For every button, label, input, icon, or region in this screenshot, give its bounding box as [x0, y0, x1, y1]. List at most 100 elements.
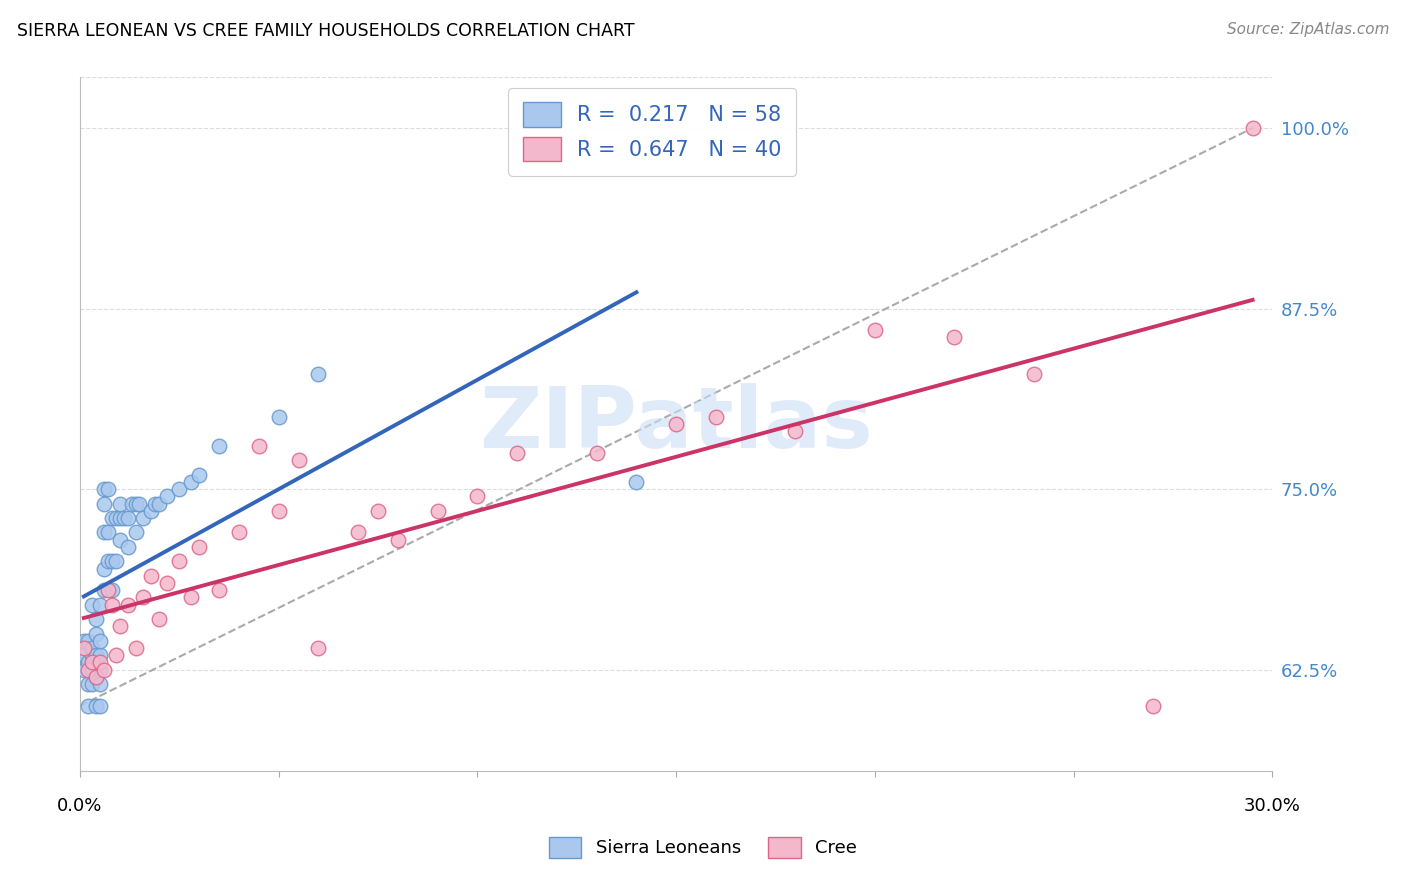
Point — [80, 640, 103, 655]
Text: Source: ZipAtlas.com: Source: ZipAtlas.com — [1226, 22, 1389, 37]
Point — [148, 497, 170, 511]
Legend: R =  0.217   N = 58, R =  0.647   N = 40: R = 0.217 N = 58, R = 0.647 N = 40 — [509, 87, 796, 176]
Point — [84, 612, 107, 626]
Point — [307, 640, 329, 655]
Point — [89, 656, 111, 670]
Point — [104, 511, 127, 525]
Point — [267, 504, 290, 518]
Point — [100, 554, 122, 568]
Point — [387, 533, 409, 547]
Point — [84, 670, 107, 684]
Point — [117, 598, 139, 612]
Point — [665, 417, 688, 431]
Point — [132, 591, 155, 605]
Point — [208, 583, 231, 598]
Point — [141, 569, 163, 583]
Point — [84, 698, 107, 713]
Point — [76, 677, 98, 691]
Point — [80, 598, 103, 612]
Point — [97, 525, 120, 540]
Point — [97, 583, 120, 598]
Point — [267, 409, 290, 424]
Point — [76, 698, 98, 713]
Point — [141, 504, 163, 518]
Point — [124, 525, 146, 540]
Point — [156, 576, 179, 591]
Point — [367, 504, 389, 518]
Point — [89, 698, 111, 713]
Point — [93, 583, 115, 598]
Point — [785, 425, 807, 439]
Point — [73, 663, 96, 677]
Point — [76, 656, 98, 670]
Point — [112, 511, 135, 525]
Point — [117, 511, 139, 525]
Point — [863, 323, 886, 337]
Point — [89, 633, 111, 648]
Point — [76, 633, 98, 648]
Point — [228, 525, 250, 540]
Point — [124, 640, 146, 655]
Point — [704, 409, 727, 424]
Point — [208, 439, 231, 453]
Point — [128, 497, 150, 511]
Text: SIERRA LEONEAN VS CREE FAMILY HOUSEHOLDS CORRELATION CHART: SIERRA LEONEAN VS CREE FAMILY HOUSEHOLDS… — [17, 22, 634, 40]
Point — [73, 648, 96, 663]
Point — [108, 511, 131, 525]
Point — [156, 489, 179, 503]
Point — [167, 482, 190, 496]
Point — [180, 591, 202, 605]
Point — [585, 446, 607, 460]
Point — [506, 446, 529, 460]
Point — [180, 475, 202, 489]
Point — [80, 663, 103, 677]
Point — [93, 497, 115, 511]
Point — [943, 330, 966, 344]
Point — [124, 497, 146, 511]
Point — [80, 648, 103, 663]
Point — [104, 648, 127, 663]
Point — [93, 525, 115, 540]
Point — [89, 663, 111, 677]
Point — [89, 598, 111, 612]
Point — [188, 540, 211, 554]
Point — [145, 497, 167, 511]
Point — [80, 656, 103, 670]
Point — [80, 677, 103, 691]
Point — [132, 511, 155, 525]
Point — [93, 561, 115, 575]
Point — [247, 439, 270, 453]
Point — [84, 670, 107, 684]
Point — [287, 453, 309, 467]
Legend: Sierra Leoneans, Cree: Sierra Leoneans, Cree — [540, 828, 866, 867]
Point — [188, 467, 211, 482]
Point — [167, 554, 190, 568]
Point — [426, 504, 449, 518]
Point — [1142, 698, 1164, 713]
Point — [97, 482, 120, 496]
Point — [467, 489, 489, 503]
Point — [97, 554, 120, 568]
Text: ZIPatlas: ZIPatlas — [479, 383, 873, 466]
Point — [117, 540, 139, 554]
Point — [73, 633, 96, 648]
Point — [100, 598, 122, 612]
Point — [307, 367, 329, 381]
Text: 0.0%: 0.0% — [58, 797, 103, 814]
Point — [1241, 120, 1264, 135]
Point — [93, 663, 115, 677]
Point — [100, 583, 122, 598]
Point — [76, 663, 98, 677]
Point — [104, 554, 127, 568]
Text: 30.0%: 30.0% — [1244, 797, 1301, 814]
Point — [84, 648, 107, 663]
Point — [108, 497, 131, 511]
Point — [89, 648, 111, 663]
Point — [89, 677, 111, 691]
Point — [121, 497, 143, 511]
Point — [108, 533, 131, 547]
Point — [626, 475, 648, 489]
Point — [1022, 367, 1045, 381]
Point — [73, 640, 96, 655]
Point — [347, 525, 370, 540]
